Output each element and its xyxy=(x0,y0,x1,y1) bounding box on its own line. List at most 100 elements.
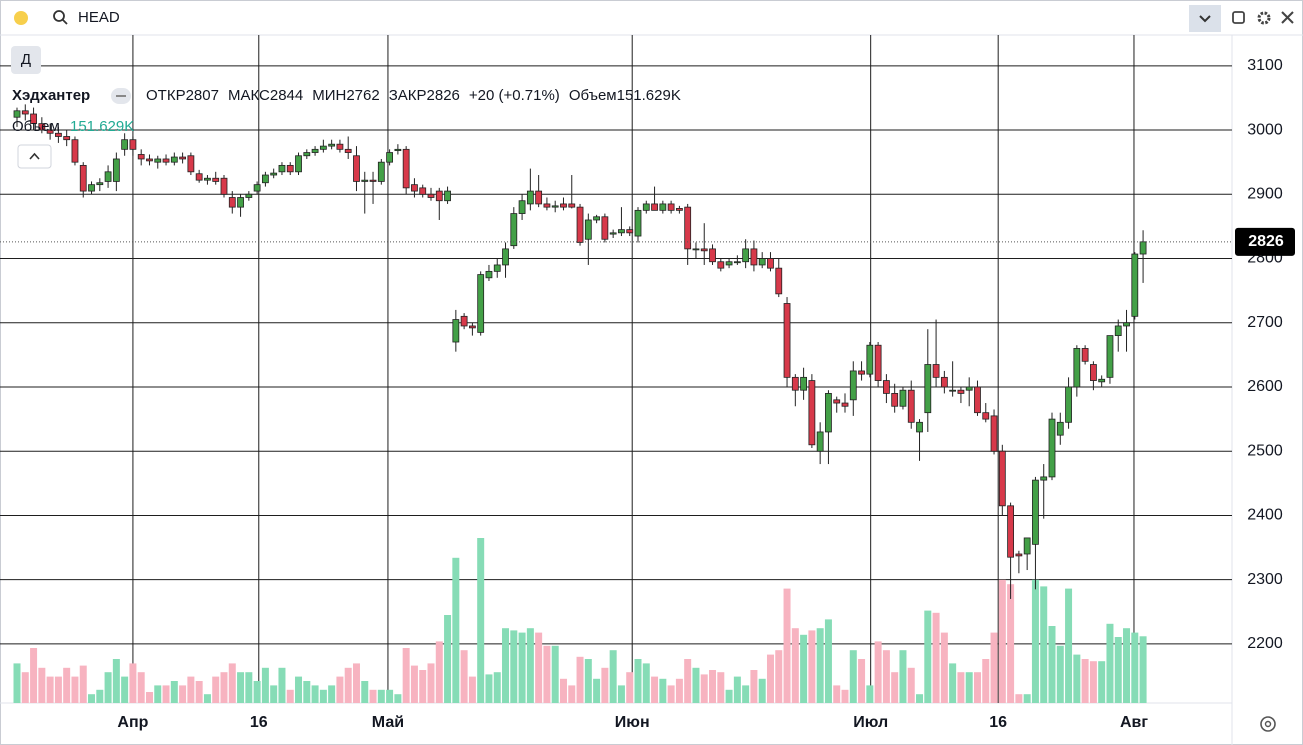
volume-bar xyxy=(410,665,418,703)
candle-body xyxy=(1098,378,1106,383)
volume-bar xyxy=(1098,661,1106,703)
volume-bar xyxy=(965,672,973,703)
legend-label: МАКС xyxy=(228,87,270,104)
volume-bar xyxy=(659,678,667,703)
volume-bar xyxy=(336,676,344,703)
volume-bar xyxy=(998,579,1006,703)
volume-bar xyxy=(278,667,286,703)
volume-bar xyxy=(419,670,427,703)
candle-body xyxy=(758,258,766,266)
volume-bar xyxy=(1114,637,1122,703)
collapse-button[interactable] xyxy=(17,144,52,169)
candle-body xyxy=(394,148,402,152)
dropdown-button[interactable] xyxy=(1189,5,1221,32)
volume-bar xyxy=(245,672,253,703)
volume-bar xyxy=(824,619,832,703)
candle-body xyxy=(270,172,278,176)
volume-bar xyxy=(526,628,534,703)
volume-bar xyxy=(1056,645,1064,703)
candle-body xyxy=(957,389,965,394)
legend-label: Объем xyxy=(569,87,617,104)
candle-body xyxy=(733,261,741,264)
volume-bar xyxy=(882,650,890,703)
legend-label: ЗАКР xyxy=(389,87,427,104)
volume-bar xyxy=(502,628,510,703)
candle-body xyxy=(121,139,129,150)
candle-body xyxy=(228,197,236,208)
candle-body xyxy=(543,203,551,208)
window-icon[interactable] xyxy=(1232,11,1245,24)
x-tick-label: Июн xyxy=(615,714,650,731)
volume-bar xyxy=(21,672,29,703)
candle-body xyxy=(998,450,1006,507)
legend-value: 151.629K xyxy=(617,87,681,104)
interval-button[interactable] xyxy=(11,46,41,74)
volume-bar xyxy=(841,689,849,703)
volume-bar xyxy=(692,667,700,703)
candle-body xyxy=(940,376,948,388)
volume-bar xyxy=(1089,661,1097,703)
y-tick-label: 2600 xyxy=(1247,378,1283,395)
volume-bar xyxy=(551,645,559,703)
instrument-name: Хэдхантер xyxy=(12,87,90,104)
volume-bar xyxy=(38,667,46,703)
ticker-input[interactable]: HEAD xyxy=(78,9,120,26)
volume-bar xyxy=(783,588,791,703)
candle-body xyxy=(560,203,567,208)
candle-body xyxy=(435,190,443,202)
candle-body xyxy=(510,213,518,247)
candle-body xyxy=(949,389,957,392)
candle-body xyxy=(518,200,526,214)
candle-body xyxy=(444,190,451,202)
candle-body xyxy=(204,177,211,181)
volume-bar xyxy=(154,685,162,703)
volume-bar xyxy=(899,650,907,703)
candle-body xyxy=(319,145,327,150)
candle-body xyxy=(1015,553,1023,557)
candle-body xyxy=(402,148,410,189)
volume-bar xyxy=(88,694,96,703)
candle-body xyxy=(477,274,485,333)
volume-bar xyxy=(303,681,311,703)
legend-value: 2826 xyxy=(427,87,460,104)
candle-body xyxy=(468,325,476,329)
candle-body xyxy=(717,261,725,269)
volume-bar xyxy=(609,650,617,703)
volume-bar xyxy=(1131,632,1139,703)
volume-bar xyxy=(311,685,319,703)
volume-bar xyxy=(203,694,211,703)
candle-body xyxy=(1048,418,1056,478)
volume-bar xyxy=(1015,694,1023,703)
volume-bar xyxy=(344,667,352,703)
volume-bar xyxy=(493,672,501,703)
volume-bar xyxy=(71,676,79,703)
volume-bar xyxy=(982,659,990,703)
volume-bar xyxy=(328,685,336,703)
settings-icon[interactable] xyxy=(1257,11,1271,25)
candle-body xyxy=(386,152,394,163)
search-icon[interactable] xyxy=(53,10,65,22)
candle-body xyxy=(974,386,981,414)
candle-body xyxy=(1023,537,1031,555)
volume-bar xyxy=(30,648,38,703)
volume-bar xyxy=(452,557,460,703)
volume-bar xyxy=(1106,623,1114,703)
legend-value: 2762 xyxy=(346,87,379,104)
volume-bar xyxy=(535,632,543,703)
candle-body xyxy=(1040,476,1048,481)
candle-body xyxy=(30,113,37,125)
candle-body xyxy=(1114,325,1122,337)
y-tick-label: 2300 xyxy=(1247,571,1283,588)
volume-bar xyxy=(1007,584,1015,703)
candle-body xyxy=(21,110,29,115)
candle-body xyxy=(485,270,493,279)
candle-body xyxy=(568,203,576,208)
y-tick-label: 2400 xyxy=(1247,507,1283,524)
y-tick-label: 3100 xyxy=(1247,57,1283,74)
volume-bar xyxy=(96,689,104,703)
chart-settings-icon[interactable] xyxy=(1260,716,1276,732)
candle-body xyxy=(791,376,799,391)
volume-bar xyxy=(228,663,236,703)
